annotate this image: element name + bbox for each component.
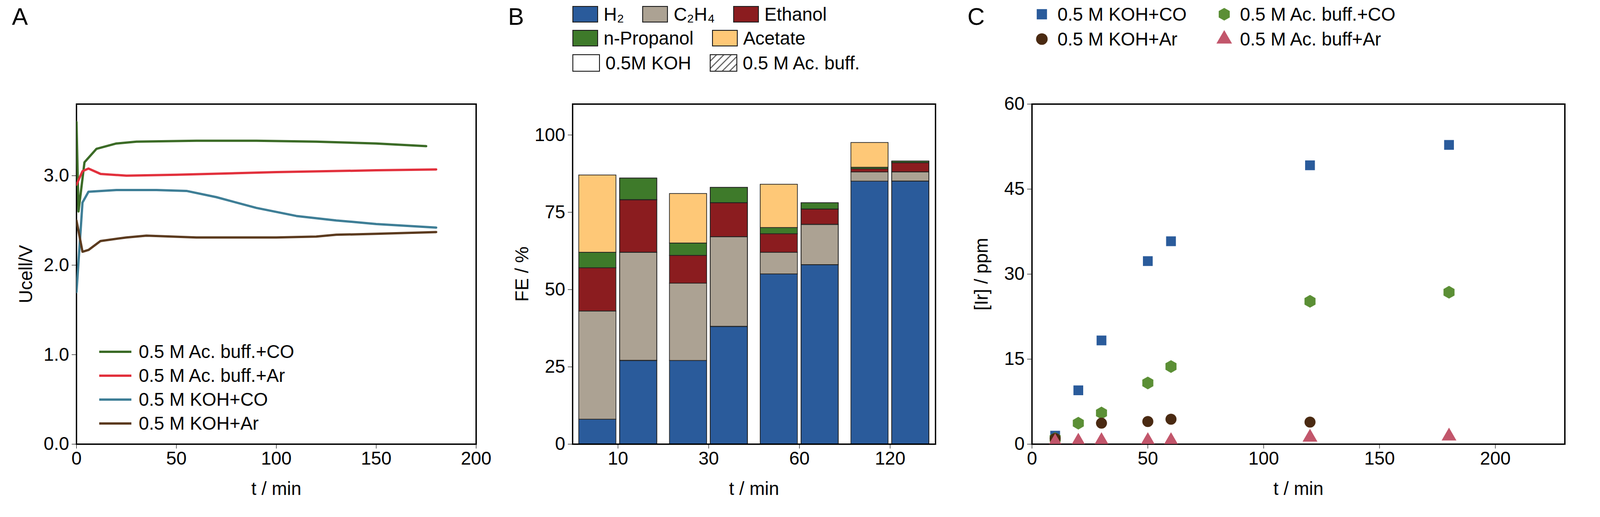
svg-text:3.0: 3.0	[43, 164, 70, 186]
html-text:0.5 M Ac. buff.+Ar: 0.5 M Ac. buff.+Ar	[138, 365, 285, 386]
html-text:0.5 M Ac. buff+Ar: 0.5 M Ac. buff+Ar	[1239, 28, 1382, 50]
svg-text:100: 100	[534, 124, 566, 145]
svg-text:50: 50	[1137, 447, 1159, 469]
svg-text:t / min: t / min	[251, 478, 302, 499]
html-text:0.5 M Ac. buff.+CO: 0.5 M Ac. buff.+CO	[1239, 4, 1396, 25]
html-text:C: C	[967, 3, 985, 30]
svg-text:60: 60	[1004, 93, 1025, 114]
svg-text:45: 45	[1004, 178, 1025, 199]
html-text:C₂H₄: C₂H₄	[673, 4, 715, 25]
svg-text:0: 0	[554, 433, 566, 454]
svg-text:0.0: 0.0	[43, 433, 70, 454]
svg-text:60: 60	[789, 447, 810, 469]
svg-text:100: 100	[260, 447, 292, 469]
svg-text:0: 0	[1026, 447, 1037, 469]
svg-text:15: 15	[1004, 348, 1025, 369]
html-text:0.5M KOH: 0.5M KOH	[605, 52, 692, 74]
svg-text:25: 25	[544, 356, 566, 377]
svg-text:2.0: 2.0	[43, 254, 70, 275]
html-text:0.5 M KOH+CO: 0.5 M KOH+CO	[138, 389, 268, 410]
html-text:B: B	[508, 3, 525, 30]
svg-text:t / min: t / min	[1273, 478, 1324, 499]
svg-text:[Ir] / ppm: [Ir] / ppm	[971, 237, 992, 311]
svg-text:1.0: 1.0	[43, 344, 70, 365]
svg-text:100: 100	[1248, 447, 1279, 469]
svg-text:30: 30	[1004, 263, 1025, 284]
svg-text:Ucell/V: Ucell/V	[15, 244, 36, 304]
svg-text:120: 120	[874, 447, 906, 469]
html-text:0.5 M KOH+Ar: 0.5 M KOH+Ar	[138, 412, 259, 434]
html-text:Ethanol: Ethanol	[764, 4, 827, 25]
svg-text:FE / %: FE / %	[511, 246, 532, 302]
html-text:Acetate: Acetate	[743, 28, 806, 49]
html-text:0.5 M Ac. buff.: 0.5 M Ac. buff.	[742, 52, 860, 74]
svg-text:200: 200	[460, 447, 492, 469]
html-text:0.5 M KOH+CO: 0.5 M KOH+CO	[1057, 4, 1187, 25]
html-text:A: A	[11, 3, 28, 30]
svg-text:200: 200	[1480, 447, 1511, 469]
svg-text:150: 150	[1364, 447, 1396, 469]
html-text:H₂: H₂	[603, 4, 625, 25]
svg-text:150: 150	[361, 447, 392, 469]
svg-text:30: 30	[698, 447, 720, 469]
svg-text:75: 75	[544, 201, 566, 222]
html-text:n-Propanol: n-Propanol	[603, 28, 694, 49]
svg-text:0: 0	[71, 447, 82, 469]
html-text:0.5 M Ac. buff.+CO: 0.5 M Ac. buff.+CO	[138, 341, 295, 362]
html-text:0.5 M KOH+Ar: 0.5 M KOH+Ar	[1057, 28, 1178, 50]
svg-text:10: 10	[607, 447, 629, 469]
svg-text:0: 0	[1014, 433, 1025, 454]
svg-text:t / min: t / min	[729, 478, 780, 499]
svg-text:50: 50	[544, 278, 566, 300]
svg-text:50: 50	[166, 447, 187, 469]
